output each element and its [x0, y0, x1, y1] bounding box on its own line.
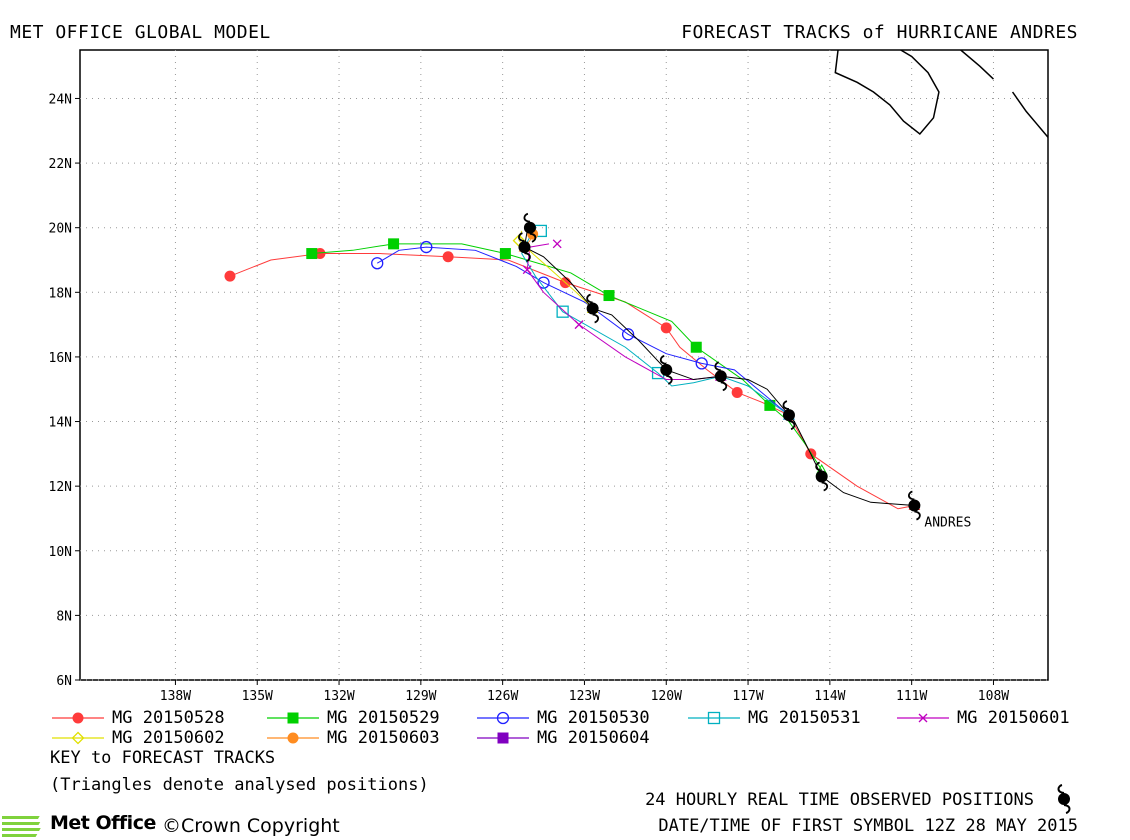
storm-name-label: ANDRES	[924, 516, 971, 531]
observed-position	[908, 490, 921, 521]
forecast-point	[574, 320, 584, 330]
lon-tick-label: 114W	[814, 689, 845, 704]
map-frame	[79, 49, 1049, 681]
legend-marker	[72, 712, 84, 724]
legend-swatch	[267, 732, 319, 744]
forecast-point	[731, 386, 743, 398]
legend-swatch	[52, 712, 104, 724]
lon-tick-label: 129W	[405, 689, 436, 704]
forecast-point	[603, 290, 615, 302]
lat-tick-label: 14N	[49, 416, 72, 431]
legend-label: MG 20150603	[327, 728, 440, 748]
legend-swatch	[897, 713, 949, 723]
forecast-point	[306, 248, 318, 260]
legend-swatch	[52, 731, 104, 745]
lat-tick-label: 6N	[56, 674, 72, 689]
forecast-point	[499, 248, 511, 260]
legend-marker	[496, 711, 510, 725]
legend-swatch	[688, 711, 740, 725]
legend-label: MG 20150602	[112, 728, 225, 748]
lon-tick-label: 123W	[569, 689, 600, 704]
lat-tick-label: 24N	[49, 92, 72, 107]
legend-label: MG 20150530	[537, 708, 650, 728]
forecast-point	[660, 322, 672, 334]
legend-marker	[497, 732, 509, 744]
chart-title: FORECAST TRACKS of HURRICANE ANDRES	[681, 22, 1078, 43]
observed-position	[714, 361, 728, 392]
legend-swatch	[477, 711, 529, 725]
legend-label: MG 20150529	[327, 708, 440, 728]
model-title: MET OFFICE GLOBAL MODEL	[10, 22, 271, 43]
forecast-point	[690, 341, 702, 353]
legend-label: MG 20150604	[537, 728, 650, 748]
observed-position	[815, 461, 829, 492]
observed-track-line	[523, 230, 915, 507]
forecast-point	[621, 328, 635, 341]
first-symbol-datetime: DATE/TIME OF FIRST SYMBOL 12Z 28 MAY 201…	[658, 816, 1078, 836]
observed-position	[659, 354, 673, 385]
forecast-point	[764, 399, 776, 411]
lon-tick-label: 132W	[323, 689, 354, 704]
lon-tick-label: 126W	[487, 689, 518, 704]
lat-tick-label: 10N	[49, 545, 72, 560]
forecast-track-line	[526, 243, 721, 381]
lat-tick-label: 20N	[49, 222, 72, 237]
legend-marker	[707, 711, 721, 725]
lat-tick-label: 22N	[49, 157, 72, 172]
lon-tick-label: 138W	[160, 689, 191, 704]
legend-swatch	[267, 712, 319, 724]
lon-tick-label: 135W	[242, 689, 273, 704]
legend-label: MG 20150531	[748, 708, 861, 728]
lat-tick-label: 8N	[56, 609, 72, 624]
legend-label: MG 20150528	[112, 708, 225, 728]
observed-position	[518, 232, 531, 262]
legend-swatch	[477, 732, 529, 744]
legend-note-title: KEY to FORECAST TRACKS	[50, 748, 276, 768]
observed-positions-label: 24 HOURLY REAL TIME OBSERVED POSITIONS	[645, 790, 1034, 810]
lat-tick-label: 18N	[49, 286, 72, 301]
legend-label: MG 20150601	[957, 708, 1070, 728]
forecast-point	[371, 257, 384, 270]
forecast-point	[388, 238, 400, 250]
legend-marker	[287, 732, 299, 744]
observed-position	[586, 293, 600, 324]
forecast-point	[552, 239, 562, 249]
hurricane-symbol-icon	[1057, 784, 1071, 814]
lon-tick-label: 120W	[651, 689, 682, 704]
observed-position	[782, 400, 796, 430]
forecast-point	[442, 251, 454, 263]
observed-position	[523, 212, 537, 243]
coastline	[834, 50, 940, 136]
forecast-point	[224, 270, 236, 282]
lon-tick-label: 117W	[732, 689, 763, 704]
legend-note-triangles: (Triangles denote analysed positions)	[50, 775, 429, 795]
lon-tick-label: 111W	[896, 689, 927, 704]
lat-tick-label: 16N	[49, 351, 72, 366]
forecast-point	[420, 240, 433, 254]
met-office-brand: Met Office	[50, 812, 156, 834]
forecast-point	[556, 305, 569, 318]
forecast-track-line	[376, 246, 790, 416]
forecast-point	[522, 265, 532, 275]
forecast-point	[695, 357, 708, 370]
met-office-logo-icon	[2, 816, 41, 837]
crown-copyright: ©Crown Copyright	[162, 815, 340, 837]
legend-marker	[287, 712, 299, 724]
legend-marker	[918, 713, 928, 723]
coastline	[960, 50, 994, 80]
forecast-track-line	[229, 253, 915, 510]
legend-marker	[71, 731, 85, 745]
lon-tick-label: 108W	[978, 689, 1009, 704]
forecast-track-line	[521, 230, 790, 416]
forecast-point	[537, 276, 550, 289]
coastline	[1011, 91, 1048, 138]
lat-tick-label: 12N	[49, 480, 72, 495]
